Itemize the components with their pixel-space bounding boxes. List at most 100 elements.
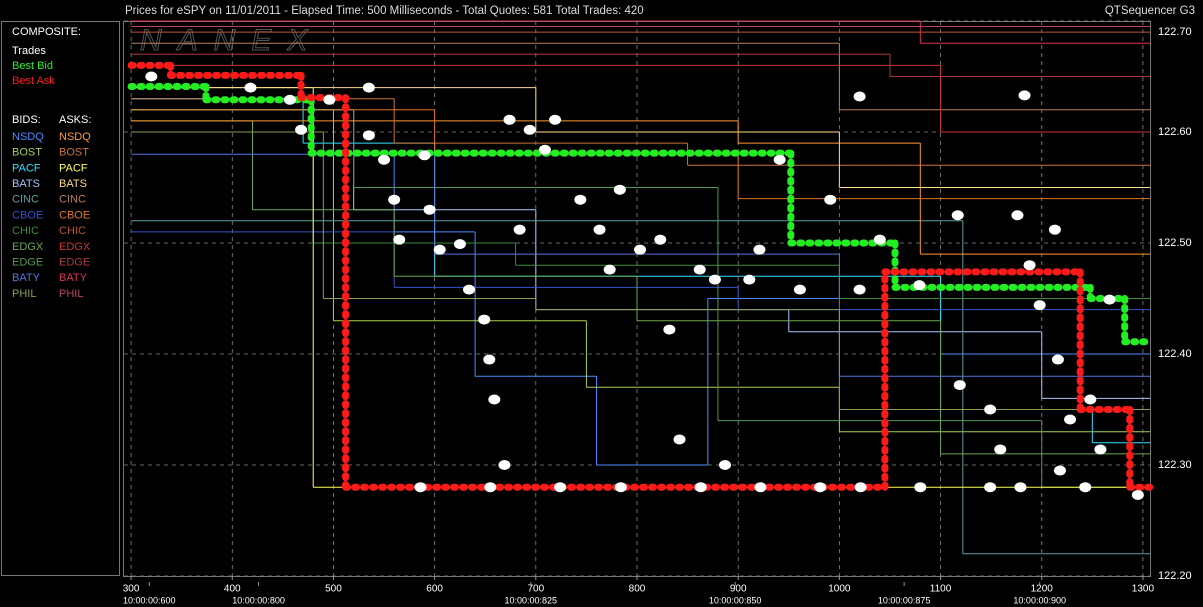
legend-entry: BOST [59,147,89,159]
trade-point [1053,465,1066,476]
quote-line [131,20,1150,44]
x-tick-label: 900 [730,584,747,595]
legend-panel [1,21,120,576]
x-tick-label: 1200 [1031,584,1054,595]
trade-point [478,314,491,325]
trade-point [613,184,626,195]
trade-point [873,234,886,245]
trade-point [853,91,866,102]
legend-entry: EDGX [59,241,91,253]
trade-point [773,154,786,165]
trade-point [1048,224,1061,235]
trade-point [498,460,511,470]
legend-entry: CBOE [59,209,90,221]
trade-point [1023,260,1036,271]
trade-point [362,82,375,93]
trade-point [854,482,867,493]
legend-entry: CBOE [12,209,43,221]
trade-point [463,284,476,295]
legend-entry: NSDQ [59,131,91,143]
trade-point [694,482,707,493]
legend-entry: PACF [12,162,41,174]
legend-entry: PHIL [12,288,36,300]
x2-tick-label: 10:00:00:825 [504,595,557,605]
trade-point [484,482,497,493]
x2-tick-label: 10:00:00:800 [232,595,285,605]
trade-point [951,210,964,221]
trade-point [994,444,1007,455]
legend-entry: BATY [59,272,88,284]
y-tick-label: 122.30 [1158,459,1192,471]
trade-point [824,194,837,205]
trade-point [913,280,926,291]
x-tick-label: 300 [123,584,140,595]
trade-point [488,394,501,405]
trade-point [523,124,536,135]
trade-point [1033,300,1046,311]
x-tick-label: 500 [325,584,342,595]
legend-entry: CHIC [59,225,86,237]
trade-point [753,244,766,255]
trade-point [1011,210,1024,221]
trade-point [538,144,551,155]
trade-point [853,284,866,295]
trade-point [603,264,616,275]
y-tick-label: 122.20 [1158,570,1192,582]
trade-point [323,94,336,105]
trade-point [414,482,427,493]
trade-point [708,274,721,285]
trade-point [418,150,431,161]
trade-point [743,274,756,285]
legend-entry: BATS [12,178,40,190]
trade-point [295,124,308,135]
legend-entry: PHIL [59,288,83,300]
y-tick-label: 122.40 [1158,348,1192,360]
x-tick-label: 400 [224,584,241,595]
legend-entry: EDGX [12,241,44,253]
trade-point [393,234,406,245]
asks-label: ASKS: [59,114,91,126]
trade-point [984,482,997,493]
composite-label: COMPOSITE: [12,26,81,38]
legend-entry: BATY [12,272,41,284]
trade-point [453,239,466,250]
trade-point [1131,489,1144,500]
x-tick-label: 1100 [930,584,952,595]
trade-point [593,224,606,235]
y-tick-label: 122.50 [1158,237,1192,249]
trade-point [1014,482,1027,493]
trade-point [1018,90,1031,101]
legend-entry: CHIC [12,225,39,237]
legend-entry: Best Ask [12,75,55,87]
legend-entry: Trades [12,45,46,57]
x2-tick-label: 10:00:00:850 [709,595,762,605]
trade-point [503,114,516,125]
legend-entry: BOST [12,147,42,159]
trade-point [244,82,257,93]
trade-point [614,482,627,493]
x-tick-label: 600 [426,584,443,595]
trade-point [1084,394,1097,405]
trade-point [1051,354,1064,365]
quote-line [131,120,1150,455]
x-tick-label: 700 [527,584,544,595]
x-tick-label: 1300 [1132,584,1155,595]
trade-point [283,94,296,105]
legend-entry: BATS [59,178,87,190]
x2-tick-label: 10:00:00:600 [123,595,176,605]
trade-point [754,482,767,493]
trade-point [693,264,706,275]
trade-point [388,194,401,205]
legend-entry: CINC [12,194,39,206]
trade-point [814,482,827,493]
trade-point [362,130,375,141]
trade-point [1103,294,1116,305]
trade-point [423,204,436,215]
trade-point [145,71,158,82]
plot-area [127,20,1154,555]
chart-title: Prices for eSPY on 11/01/2011 - Elapsed … [125,5,644,17]
trade-point [654,234,667,245]
